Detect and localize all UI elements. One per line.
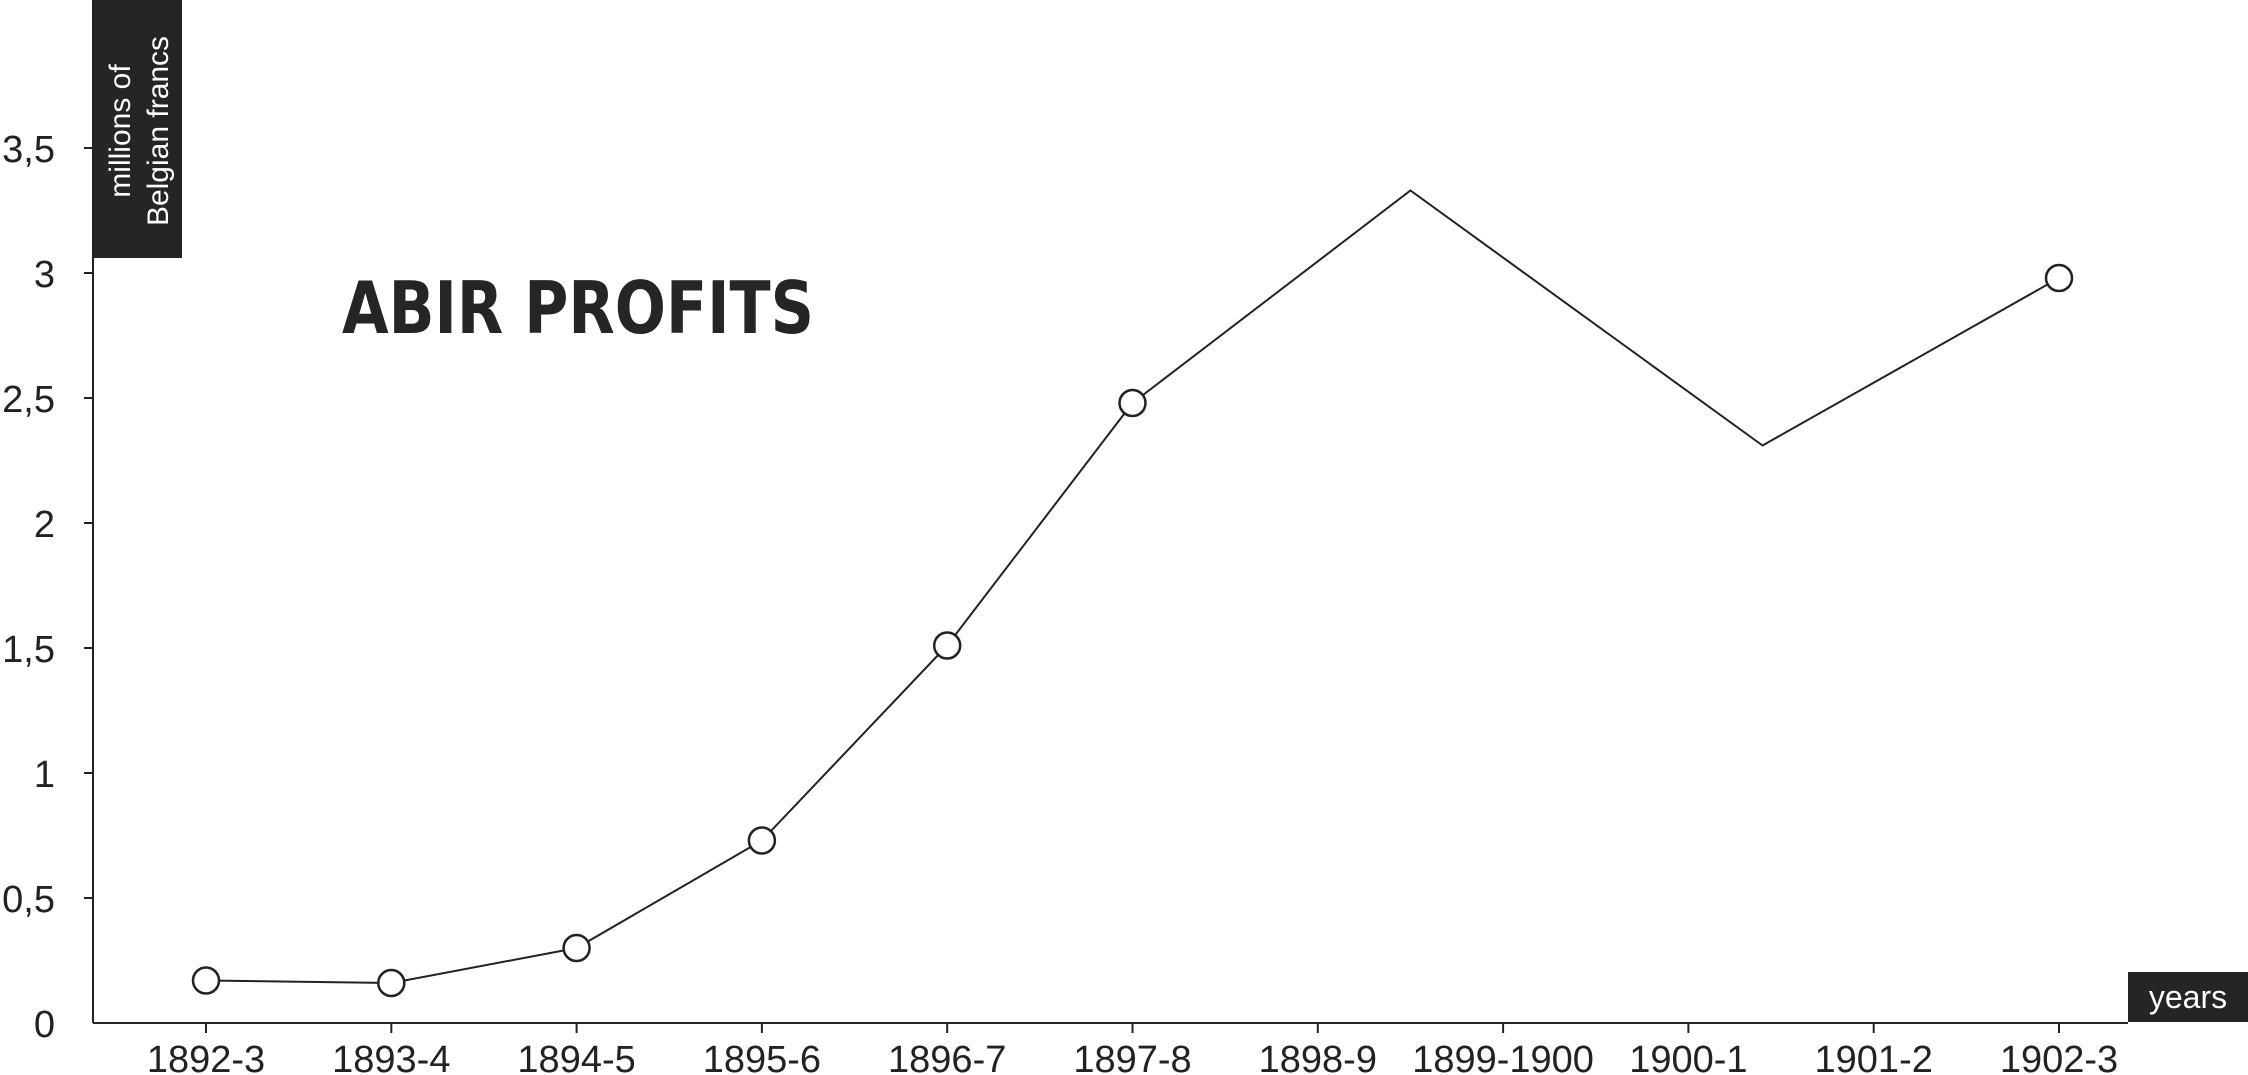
x-tick-label: 1898-9	[1259, 1039, 1377, 1075]
data-point-marker	[747, 826, 777, 855]
x-axis-label-box	[2128, 972, 2248, 1022]
x-axis-label: years	[2149, 979, 2227, 1015]
y-tick-label: 0	[34, 1004, 55, 1046]
y-tick-label: 1,5	[2, 629, 55, 671]
data-point-marker	[1118, 388, 1147, 418]
y-tick-label: 0,5	[2, 879, 55, 921]
x-tick-label: 1895-6	[703, 1039, 821, 1075]
x-tick-label: 1892-3	[147, 1039, 265, 1075]
x-tick-label: 1899-1900	[1412, 1039, 1594, 1075]
series-group	[191, 189, 2074, 998]
data-point-marker	[932, 631, 962, 660]
y-tick-label: 1	[34, 754, 55, 796]
y-tick-label: 3,5	[2, 129, 55, 171]
y-axis-ticks: 0 0,5 1 1,5 2 2,5 3 3,5	[2, 129, 93, 1046]
data-point-marker	[562, 933, 591, 963]
data-point-marker	[191, 966, 221, 995]
x-tick-label: 1901-2	[1815, 1039, 1933, 1075]
x-tick-label: 1897-8	[1073, 1039, 1191, 1075]
y-tick-label: 3	[34, 254, 55, 296]
data-point-marker	[2044, 263, 2074, 293]
chart-title: ABIR PROFITS	[342, 266, 814, 350]
y-tick-label: 2,5	[2, 379, 55, 421]
x-tick-label: 1893-4	[332, 1039, 450, 1075]
x-axis-ticks: 1892-3 1893-4 1894-5 1895-6 1896-7 1897-8 1898…	[147, 1023, 2118, 1075]
y-axis-label-line2: Belgian francs	[142, 36, 175, 226]
x-tick-label: 1902-3	[2000, 1039, 2118, 1075]
data-point-marker	[377, 968, 406, 998]
x-tick-label: 1896-7	[888, 1039, 1006, 1075]
y-axis-label-box	[93, 0, 182, 258]
x-tick-label: 1894-5	[517, 1039, 635, 1075]
y-tick-label: 2	[34, 504, 55, 546]
x-tick-label: 1900-1	[1629, 1039, 1747, 1075]
y-axis-label-line1: millions of	[104, 64, 137, 198]
